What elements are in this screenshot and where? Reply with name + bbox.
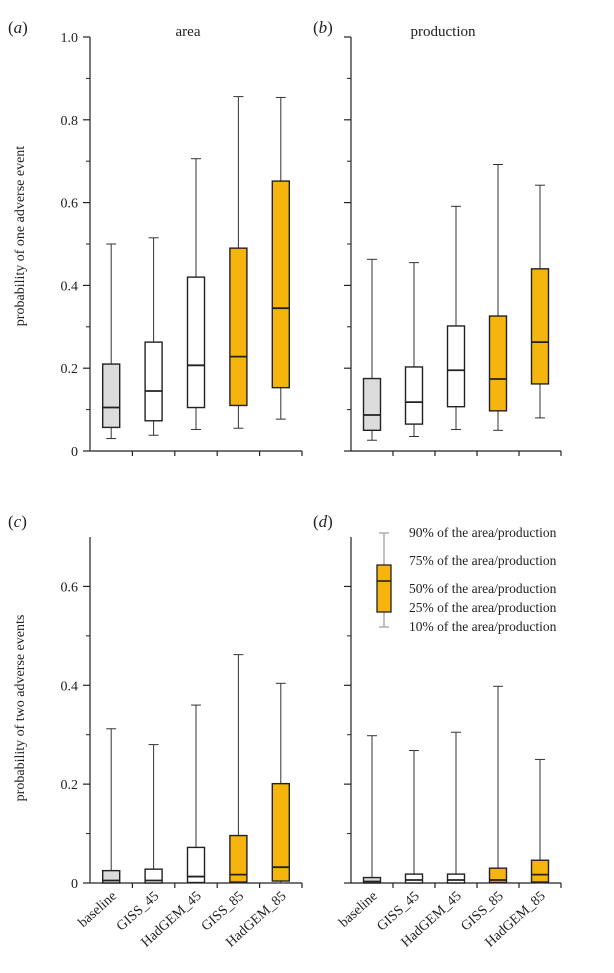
box-baseline bbox=[362, 377, 382, 431]
panel-a-title: area bbox=[176, 24, 201, 40]
panel-c-tag: (c) bbox=[8, 512, 27, 531]
box-HadGEM_45 bbox=[446, 873, 466, 884]
panel-a-tag: (a) bbox=[8, 18, 28, 37]
box-GISS_85 bbox=[229, 834, 248, 883]
panel-c-plot: 00.20.40.6baselineGISS_45HadGEM_45GISS_8… bbox=[61, 537, 303, 950]
panel-a-plot: 0 0.2 0.4 0.6 0.8 1.0 bbox=[61, 31, 303, 460]
box-GISS_85 bbox=[229, 247, 248, 407]
legend-entry-90: 90% of the area/production bbox=[409, 525, 557, 540]
box-GISS_45 bbox=[404, 873, 424, 884]
box-HadGEM_85 bbox=[530, 859, 550, 883]
legend-entry-75: 75% of the area/production bbox=[409, 553, 557, 568]
panel-b-tag: (b) bbox=[313, 18, 333, 37]
panel-c-ylabel: probability of two adverse events bbox=[13, 615, 28, 802]
box-HadGEM_85 bbox=[271, 180, 290, 389]
panel-b-plot bbox=[344, 36, 562, 456]
panel-a-ylabel: probability of one adverse event bbox=[13, 146, 28, 326]
panel-c-ytick-label: 0.4 bbox=[61, 679, 79, 694]
box-HadGEM_45 bbox=[446, 325, 466, 408]
box-GISS_45 bbox=[144, 341, 163, 422]
box-HadGEM_45 bbox=[186, 846, 206, 884]
panel-b-title: production bbox=[411, 24, 476, 40]
panel-c-ytick-label: 0 bbox=[71, 877, 78, 892]
box-HadGEM_85 bbox=[530, 268, 550, 385]
panel-d-tag: (d) bbox=[313, 512, 333, 531]
box-baseline bbox=[362, 876, 382, 884]
panel-a-ytick-label: 0.6 bbox=[61, 197, 79, 212]
category-label: baseline bbox=[337, 889, 381, 931]
panel-a-ytick-label: 0.2 bbox=[61, 362, 79, 377]
legend-entry-25: 25% of the area/production bbox=[409, 600, 557, 615]
box-HadGEM_45 bbox=[186, 276, 206, 409]
panel-a-ytick-label: 0.8 bbox=[61, 114, 79, 129]
panel-a-ytick-label: 0 bbox=[71, 445, 78, 460]
panel-a-ytick-label: 0.4 bbox=[61, 279, 79, 294]
legend: 90% of the area/production 75% of the ar… bbox=[376, 525, 557, 634]
legend-entry-10: 10% of the area/production bbox=[409, 619, 557, 634]
box-baseline bbox=[101, 363, 121, 429]
category-label: baseline bbox=[76, 889, 120, 931]
box-GISS_85 bbox=[488, 867, 508, 884]
box-HadGEM_85 bbox=[271, 782, 290, 882]
panel-c-ytick-label: 0.6 bbox=[61, 580, 79, 595]
box-GISS_45 bbox=[144, 868, 163, 884]
box-GISS_45 bbox=[404, 366, 424, 425]
legend-box bbox=[376, 564, 392, 613]
panel-a-ytick-label: 1.0 bbox=[61, 31, 79, 46]
box-GISS_85 bbox=[488, 315, 508, 412]
legend-entry-50: 50% of the area/production bbox=[409, 581, 557, 596]
panel-c-ytick-label: 0.2 bbox=[61, 778, 79, 793]
